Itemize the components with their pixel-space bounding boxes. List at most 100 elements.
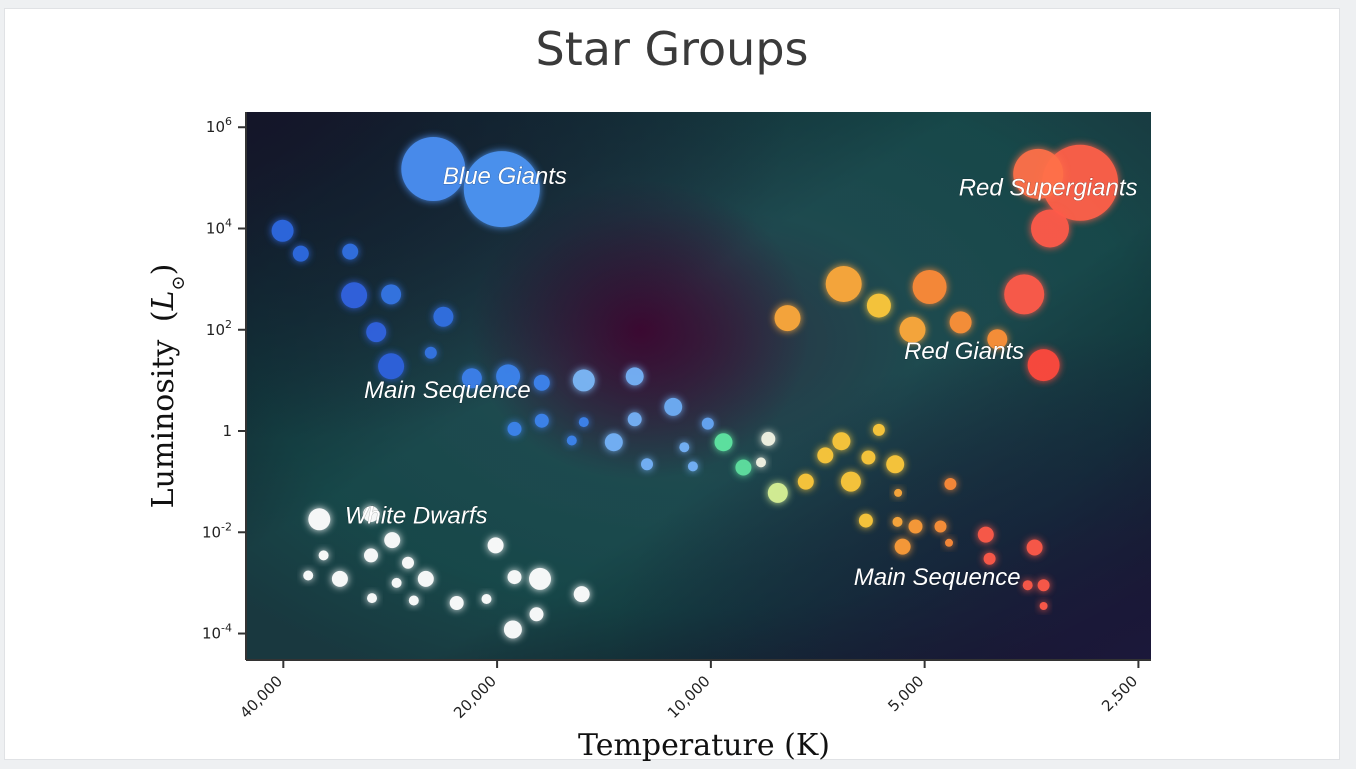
star-point xyxy=(424,346,437,359)
star-point xyxy=(735,459,752,476)
star-point xyxy=(529,567,551,590)
star-point xyxy=(529,607,544,622)
y-tick-label: 10-4 xyxy=(202,622,232,643)
group-label: Red Supergiants xyxy=(959,174,1138,201)
star-point xyxy=(417,570,434,587)
x-tick-label: 40,000 xyxy=(236,672,286,722)
star-point xyxy=(872,423,885,436)
group-label: Blue Giants xyxy=(443,163,567,190)
star-point xyxy=(934,520,947,533)
star-point xyxy=(378,353,405,380)
star-point xyxy=(1026,539,1043,556)
y-tick-label: 106 xyxy=(206,115,232,136)
y-tick-label: 104 xyxy=(206,216,232,237)
group-label: White Dwarfs xyxy=(345,502,488,529)
star-point xyxy=(292,245,309,262)
star-point xyxy=(840,471,861,492)
y-axis-unit: L xyxy=(146,290,181,311)
group-labels: Blue Giants Red Supergiants Red Giants Main… xyxy=(344,163,1138,592)
star-point xyxy=(402,556,414,569)
x-axis: 40,000 20,000 10,000 5,000 2,500 xyxy=(236,659,1151,722)
star-point xyxy=(861,450,876,465)
star-point xyxy=(342,243,359,260)
star-point xyxy=(384,532,401,549)
star-point xyxy=(944,478,957,490)
svg-text:Luminosity (L⊙): Luminosity (L⊙) xyxy=(146,264,189,509)
star-point xyxy=(318,550,329,561)
star-point xyxy=(381,284,402,305)
star-point xyxy=(566,435,577,446)
star-point xyxy=(1037,579,1050,592)
star-point xyxy=(1022,580,1033,591)
star-point xyxy=(977,526,994,543)
star-point xyxy=(1031,209,1069,248)
group-label: Main Sequence xyxy=(854,564,1021,591)
star-point xyxy=(367,593,377,604)
star-point xyxy=(892,516,903,527)
star-point xyxy=(983,552,996,565)
star-point xyxy=(714,433,733,452)
star-point xyxy=(461,368,482,389)
star-point xyxy=(449,596,464,610)
x-axis-title: Temperature (K) xyxy=(578,728,830,763)
star-point xyxy=(363,506,379,522)
x-tick-label: 10,000 xyxy=(664,672,714,722)
star-point xyxy=(487,537,504,554)
star-point xyxy=(1039,602,1048,610)
star-point xyxy=(817,447,834,464)
y-axis-title-group: Luminosity (L⊙) xyxy=(146,264,189,509)
star-point xyxy=(627,412,642,427)
star-point xyxy=(391,577,402,588)
star-point xyxy=(1004,274,1045,315)
star-point xyxy=(331,570,348,587)
star-point xyxy=(687,461,698,472)
group-label: Main Sequence xyxy=(364,377,531,404)
star-point xyxy=(341,282,368,309)
star-point xyxy=(641,458,653,471)
star-point xyxy=(507,570,522,585)
star-point xyxy=(858,513,873,528)
y-tick-label: 102 xyxy=(206,318,232,339)
star-point xyxy=(1013,148,1064,199)
x-tick-label: 2,500 xyxy=(1098,672,1141,715)
star-point xyxy=(949,311,972,334)
star-point xyxy=(912,270,947,304)
star-point xyxy=(408,595,419,606)
star-point xyxy=(832,432,851,451)
y-axis: 106 104 102 1 10-2 10-4 xyxy=(202,112,247,660)
star-point xyxy=(463,151,540,228)
y-tick-label: 10-2 xyxy=(202,520,232,541)
plot-background xyxy=(247,112,1151,660)
chart-title: Star Groups xyxy=(535,22,809,76)
star-point xyxy=(572,369,595,392)
star-point xyxy=(664,397,683,416)
star-point xyxy=(481,594,492,604)
star-point xyxy=(908,519,923,534)
star-point xyxy=(625,367,644,386)
star-point xyxy=(533,374,550,391)
star-point xyxy=(303,570,314,581)
star-point xyxy=(507,421,522,436)
star-point xyxy=(578,417,589,428)
star-point xyxy=(756,457,766,468)
star-point xyxy=(366,322,387,343)
star-point xyxy=(761,431,776,446)
star-point xyxy=(825,266,862,302)
star-point xyxy=(701,417,714,430)
star-point xyxy=(604,433,623,452)
star-point xyxy=(767,482,788,503)
y-axis-title: Luminosity xyxy=(146,340,181,509)
star-point xyxy=(534,413,549,428)
star-point xyxy=(308,508,331,531)
star-point xyxy=(1027,349,1060,382)
data-points xyxy=(271,137,1119,639)
star-point xyxy=(271,219,294,242)
star-point xyxy=(886,455,905,474)
star-point xyxy=(987,329,1008,350)
star-point xyxy=(797,473,814,490)
x-tick-label: 5,000 xyxy=(884,672,927,715)
star-point xyxy=(401,137,466,201)
star-point xyxy=(573,586,590,603)
x-tick-label: 20,000 xyxy=(450,672,500,722)
